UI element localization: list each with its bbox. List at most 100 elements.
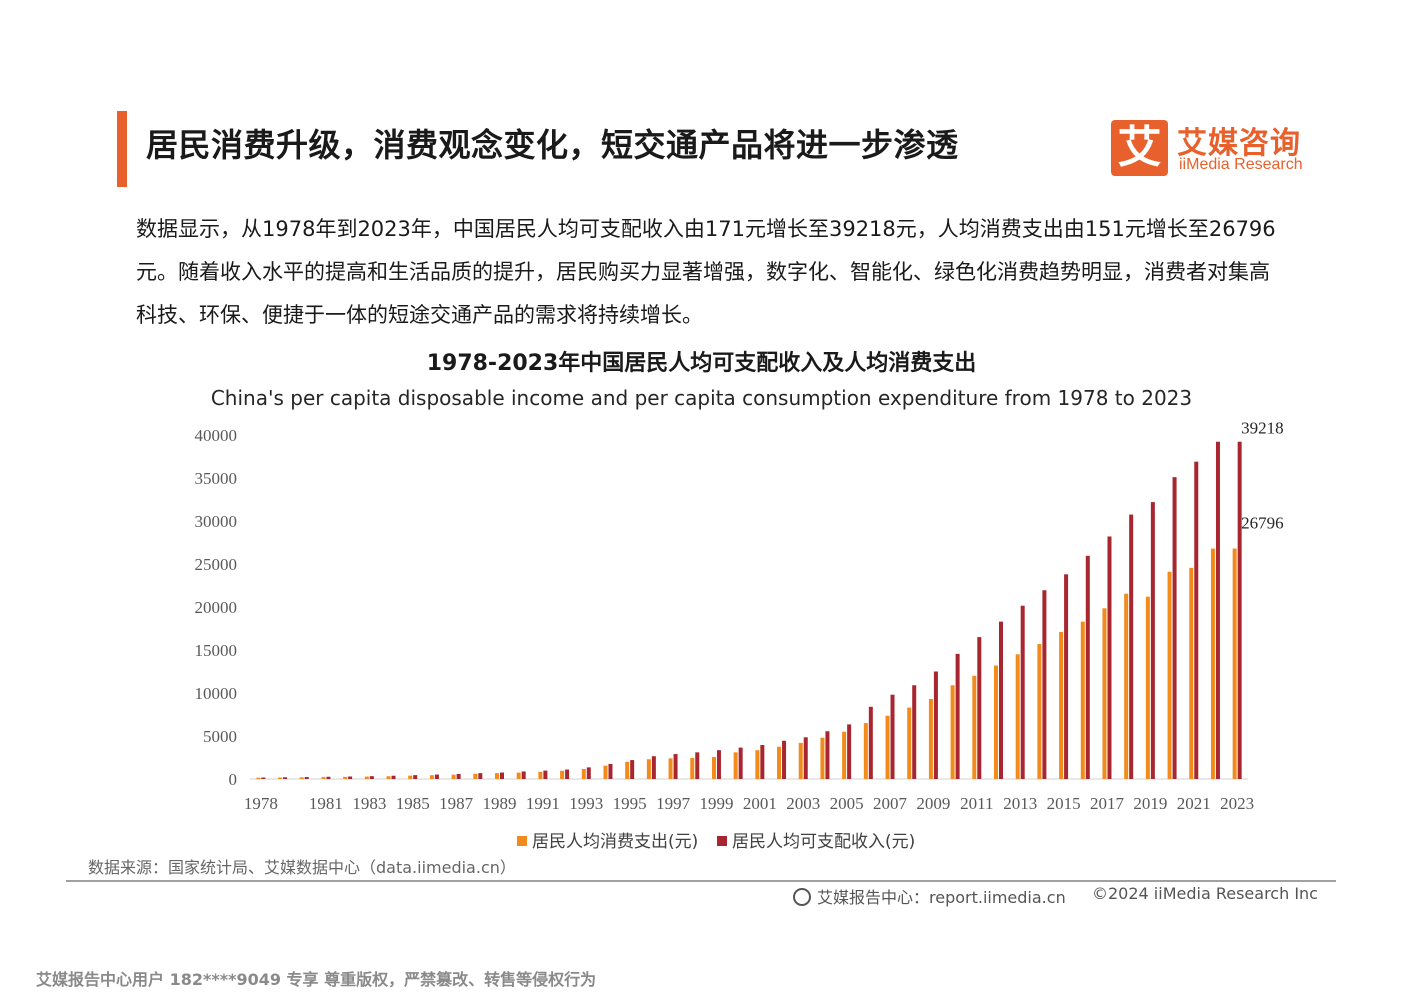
y-tick-label: 20000 [195,598,238,617]
y-tick-label: 40000 [195,426,238,445]
x-tick-label: 1995 [613,794,647,813]
x-tick-label: 2001 [743,794,777,813]
bar-income [1107,536,1112,779]
bar-consumption [429,775,434,779]
bar-consumption [711,757,716,779]
bar-consumption [928,699,933,779]
bar-income [543,770,548,779]
bar-income [1064,574,1069,779]
bar-income [586,767,591,779]
bar-income [500,772,504,779]
bar-consumption [1167,571,1172,779]
data-label-income: 39218 [1241,419,1284,438]
x-tick-label: 1991 [526,794,560,813]
bar-income [261,777,266,779]
footer-report-center: 艾媒报告中心：report.iimedia.cn [793,884,1066,908]
x-tick-label: 2007 [873,794,908,813]
y-tick-label: 15000 [195,641,238,660]
bar-consumption [1124,593,1129,779]
y-tick-label: 0 [229,770,238,789]
bar-consumption [950,685,955,779]
y-tick-label: 35000 [195,469,238,488]
bar-consumption [885,715,890,779]
bar-consumption [863,723,868,779]
bar-consumption [1059,631,1064,779]
x-tick-label: 2019 [1133,794,1167,813]
bar-income [434,774,439,779]
bar-consumption [364,776,369,779]
bar-income [933,671,938,779]
legend-label-consumption: 居民人均消费支出(元) [532,832,698,852]
bar-income [565,769,570,779]
bar-income [977,637,982,779]
bar-consumption [516,772,521,779]
bar-consumption [1189,567,1194,779]
bar-consumption [755,750,760,779]
y-tick-label: 5000 [203,727,237,746]
x-tick-label: 1999 [699,794,733,813]
bar-consumption [842,731,847,779]
bar-income [716,750,721,779]
bar-income [651,756,656,779]
page-title: 居民消费升级，消费观念变化，短交通产品将进一步渗透 [146,126,959,164]
intro-paragraph: 数据显示，从1978年到2023年，中国居民人均可支配收入由171元增长至392… [136,217,1276,327]
chart-title: 1978-2023年中国居民人均可支配收入及人均消费支出 [426,351,977,376]
bar-consumption [256,777,261,779]
bar-income [1172,477,1177,779]
bar-income [738,747,743,779]
bar-income [348,776,353,779]
y-tick-label: 30000 [195,512,238,531]
bar-consumption [603,765,608,779]
x-tick-label: 2015 [1047,794,1081,813]
bar-income [413,775,418,779]
x-tick-label: 1993 [569,794,603,813]
bar-consumption [1102,608,1107,779]
data-source-note: 数据来源：国家统计局、艾媒数据中心（data.iimedia.cn） [88,858,516,877]
x-tick-label: 2003 [786,794,820,813]
bar-consumption [451,774,456,779]
bar-income [1129,514,1134,779]
x-tick-label: 1978 [244,794,278,813]
bar-consumption [408,775,413,779]
bar-income [782,740,787,779]
bar-consumption [1037,643,1042,779]
bar-consumption [321,777,326,779]
x-tick-label: 1983 [352,794,386,813]
bar-consumption [1145,596,1150,779]
bar-income [1020,605,1025,779]
x-tick-label: 2013 [1003,794,1037,813]
bar-consumption [994,665,998,779]
logo-chinese-name: 艾媒咨询 [1177,126,1301,161]
bar-consumption [972,675,977,779]
bar-income [478,773,483,779]
bar-consumption [343,776,348,779]
bar-income [912,685,917,779]
y-tick-label: 10000 [195,684,238,703]
x-tick-label: 2005 [830,794,864,813]
user-watermark: 艾媒报告中心用户 182****9049 专享 尊重版权，严禁篡改、转售等侵权行… [36,970,597,989]
x-tick-label: 2009 [916,794,950,813]
bar-consumption [560,770,565,779]
bar-income [283,777,288,779]
bar-income [1085,555,1090,779]
bar-income [608,763,613,779]
bar-income [760,745,765,779]
bar-income [391,775,396,779]
bar-consumption [1210,548,1215,779]
x-tick-label: 1981 [309,794,343,813]
x-tick-label: 1985 [396,794,430,813]
bar-income [868,706,873,779]
bar-income [1042,590,1047,779]
bar-consumption [668,758,673,779]
bar-consumption [538,771,543,779]
bar-consumption [820,737,825,779]
bar-income [695,752,700,779]
y-tick-label: 25000 [195,555,238,574]
x-tick-label: 2023 [1220,794,1254,813]
bar-income [847,724,852,779]
bar-chart: 0 5000 10000 15000 20000 25000 30000 35000 40000… [195,419,1284,852]
brand-logo: 艾 艾媒咨询 iiMedia Research [1111,120,1316,176]
bar-consumption [646,759,651,779]
bar-consumption [907,707,912,779]
legend-swatch-consumption [517,836,527,846]
